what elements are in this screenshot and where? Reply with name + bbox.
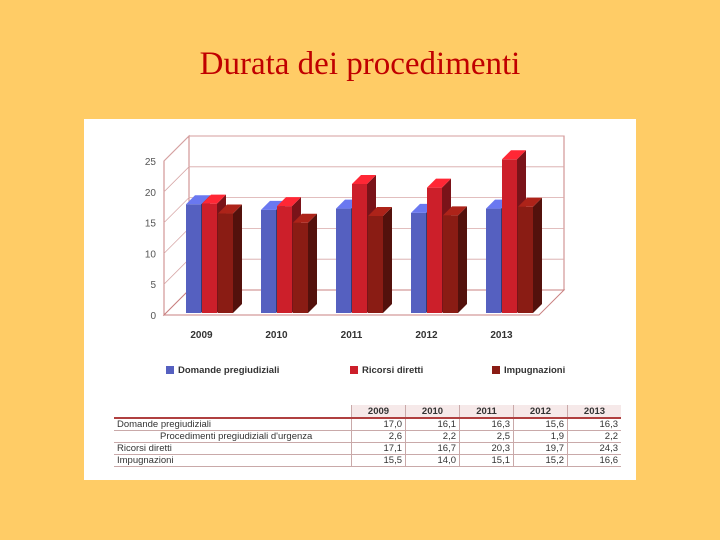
bar [218, 204, 242, 313]
table-corner [114, 405, 352, 418]
bar-top [293, 213, 317, 223]
y-tick-label: 10 [145, 249, 157, 260]
bar-top [277, 197, 301, 207]
bar-top [502, 150, 526, 160]
legend-label: Impugnazioni [504, 365, 565, 376]
table-cell: 17,1 [351, 442, 406, 455]
bar-front [443, 215, 458, 313]
bar-front [518, 206, 533, 313]
table-cell: 2,2 [567, 430, 621, 443]
gridline [163, 166, 564, 193]
bar-front [202, 203, 217, 313]
row-label: Impugnazioni [114, 454, 352, 467]
x-tick-label: 2012 [415, 330, 438, 341]
table-cell: 16,6 [567, 454, 621, 467]
legend-label: Ricorsi diretti [362, 365, 423, 376]
table-header-year: 2012 [513, 405, 568, 418]
legend-swatch [350, 366, 358, 374]
table-cell: 15,2 [513, 454, 568, 467]
bar-front [218, 213, 233, 313]
bar [293, 213, 317, 313]
table-cell: 2,2 [405, 430, 460, 443]
bar [518, 197, 542, 313]
table-header-year: 2011 [459, 405, 514, 418]
bar-front [502, 159, 517, 313]
bar [368, 206, 392, 313]
bar-top [443, 206, 467, 216]
bar-top [261, 200, 285, 210]
row-label: Ricorsi diretti [114, 442, 352, 455]
bar-top [427, 178, 451, 188]
table-row: Impugnazioni 15,5 14,0 15,1 15,2 16,6 [114, 454, 621, 467]
x-tick-label: 2010 [265, 330, 288, 341]
bar-chart: 0 5 10 15 20 25 2009 2010 2011 2012 2013 Domande pr… [145, 134, 565, 376]
data-table: 2009 2010 2011 2012 2013 Domande pregiud… [114, 405, 621, 467]
table-cell: 15,6 [513, 417, 568, 431]
bar-top [368, 206, 392, 216]
bar-side [533, 197, 542, 313]
bar-front [352, 183, 367, 313]
legend-item: Ricorsi diretti [350, 365, 423, 376]
slide-title: Durata dei procedimenti [199, 46, 521, 82]
table-header-row: 2009 2010 2011 2012 2013 [114, 405, 621, 418]
bar-front [427, 187, 442, 313]
table-cell: 15,1 [459, 454, 514, 467]
bar-front [336, 208, 351, 313]
table-cell: 19,7 [513, 442, 568, 455]
bar-front [277, 206, 292, 313]
table-row: Domande pregiudiziali 17,0 16,1 16,3 15,… [114, 417, 621, 431]
table-cell: 16,3 [459, 417, 514, 431]
legend-item: Domande pregiudiziali [166, 365, 279, 376]
legend-item: Impugnazioni [492, 365, 565, 376]
table-cell: 2,6 [351, 430, 406, 443]
bar-side [233, 204, 242, 313]
side-wall [163, 134, 190, 317]
bar-front [411, 212, 426, 313]
row-label: Domande pregiudiziali [114, 417, 352, 431]
bar [443, 206, 467, 313]
table-cell: 14,0 [405, 454, 460, 467]
bar-front [368, 215, 383, 313]
x-tick-label: 2013 [490, 330, 513, 341]
table-cell: 24,3 [567, 442, 621, 455]
table-cell: 16,7 [405, 442, 460, 455]
bar-front [261, 209, 276, 313]
x-tick-label: 2011 [341, 330, 363, 341]
table-row: Ricorsi diretti 17,1 16,7 20,3 19,7 24,3 [114, 442, 621, 455]
bar-top [218, 204, 242, 214]
table-row: Procedimenti pregiudiziali d'urgenza 2,6… [114, 430, 621, 443]
table-cell: 15,5 [351, 454, 406, 467]
table-cell: 2,5 [459, 430, 514, 443]
bar-top [186, 195, 210, 205]
bar-front [486, 208, 501, 313]
bar-top [352, 174, 376, 184]
legend-label: Domande pregiudiziali [178, 365, 279, 376]
bar-side [383, 206, 392, 313]
y-tick-label: 15 [145, 219, 157, 230]
y-tick-label: 25 [145, 157, 157, 168]
y-tick-label: 0 [150, 311, 156, 322]
gridline [163, 135, 564, 162]
table-cell: 16,1 [405, 417, 460, 431]
legend-swatch [166, 366, 174, 374]
table-cell: 16,3 [567, 417, 621, 431]
bar-top [202, 194, 226, 204]
legend-swatch [492, 366, 500, 374]
x-tick-label: 2009 [190, 330, 213, 341]
bar-top [518, 197, 542, 207]
table-header-year: 2013 [567, 405, 621, 418]
bar-front [186, 204, 201, 313]
chart-figure: 0 5 10 15 20 25 2009 2010 2011 2012 2013 Domande pr… [84, 119, 636, 480]
table-header-year: 2010 [405, 405, 460, 418]
y-tick-label: 5 [150, 280, 156, 291]
table-cell: 17,0 [351, 417, 406, 431]
bar-side [458, 206, 467, 313]
bar-front [293, 222, 308, 313]
bar-side [308, 213, 317, 313]
table-cell: 20,3 [459, 442, 514, 455]
table-cell: 1,9 [513, 430, 568, 443]
row-label: Procedimenti pregiudiziali d'urgenza [114, 430, 352, 443]
table-header-year: 2009 [351, 405, 406, 418]
y-tick-label: 20 [145, 188, 157, 199]
